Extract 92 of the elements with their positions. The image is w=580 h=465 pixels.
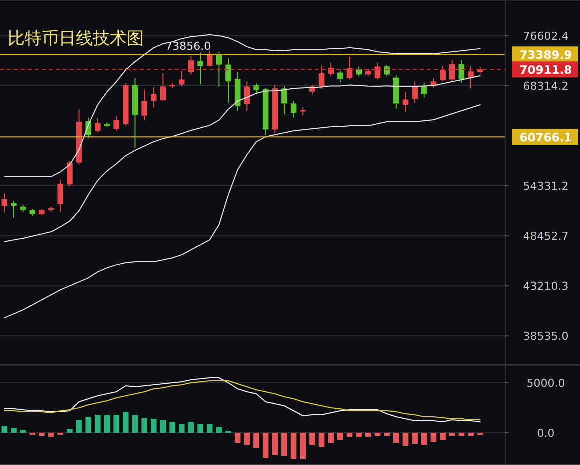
candlestick [402, 91, 409, 113]
bar [346, 433, 353, 437]
bar [198, 424, 204, 433]
bar [421, 433, 428, 445]
bar [67, 429, 73, 433]
line-series [4, 104, 481, 319]
bar [151, 419, 157, 433]
candlestick [468, 66, 474, 90]
bar [328, 433, 334, 443]
bar [254, 433, 260, 448]
candlestick [412, 81, 418, 104]
candlestick [338, 70, 344, 83]
bar [310, 433, 316, 445]
bar [318, 433, 325, 447]
y-tick-label: 43210.3 [523, 280, 569, 294]
ref-line-label: 73389.9 [520, 48, 572, 62]
bar [366, 433, 372, 437]
bar [244, 433, 250, 445]
bar [39, 433, 45, 436]
candlestick [244, 81, 250, 112]
y-tick-label: 76602.4 [523, 30, 569, 43]
text: 比特币日线技术图 [8, 29, 144, 49]
candlestick [254, 83, 260, 95]
bar [356, 433, 362, 437]
y-tick-label: 68314.2 [523, 80, 569, 93]
candlestick [440, 66, 446, 82]
y-tick-label: 5000.0 [526, 377, 566, 390]
candlestick [282, 86, 288, 115]
bar [86, 417, 92, 433]
bar [402, 433, 409, 446]
bar [76, 420, 82, 433]
bar [458, 433, 465, 436]
bar [48, 433, 54, 437]
candlestick [421, 82, 428, 98]
ref-line-label: 70911.8 [520, 63, 572, 78]
ref-line-label: 60766.1 [520, 130, 572, 145]
y-tick-label: 0.0 [537, 427, 555, 440]
bar [440, 433, 446, 440]
candlestick [160, 72, 166, 102]
annotation: 73856.0 [166, 40, 212, 53]
bar [282, 433, 288, 456]
bar [142, 418, 148, 433]
bar [104, 415, 110, 433]
candlestick [142, 89, 148, 122]
bar [262, 433, 269, 458]
bar [178, 424, 185, 433]
candlestick [114, 116, 120, 132]
bar [300, 433, 306, 459]
candlestick [290, 100, 297, 118]
bar [20, 430, 26, 433]
bar [123, 412, 129, 433]
y-tick-label: 48452.7 [523, 230, 569, 244]
bar [412, 433, 418, 444]
candlestick [95, 118, 101, 134]
bar [234, 433, 241, 443]
y-tick-label: 38535.0 [523, 330, 569, 344]
candlestick [178, 70, 185, 88]
candlestick [328, 62, 334, 78]
candlestick [11, 200, 17, 218]
candlestick [226, 58, 232, 104]
candlestick [449, 59, 456, 82]
bar [206, 424, 213, 433]
bar [132, 415, 138, 433]
candlestick [318, 66, 325, 90]
bar [216, 427, 222, 433]
candlestick [2, 193, 8, 214]
candlestick [346, 56, 353, 80]
candlestick [356, 66, 362, 78]
bar [11, 428, 17, 433]
bar [394, 433, 400, 443]
bar [170, 422, 176, 433]
bar [95, 415, 101, 433]
bar [449, 433, 456, 436]
candlestick [206, 50, 213, 68]
bar [114, 415, 120, 433]
bar [384, 433, 390, 436]
bar [374, 433, 381, 436]
candlestick [67, 160, 73, 187]
bar [272, 433, 278, 455]
bar [468, 433, 474, 436]
candlestick [458, 59, 465, 84]
bar [430, 433, 437, 442]
bar [160, 420, 166, 433]
bar [338, 433, 344, 440]
y-tick-label: 54331.2 [523, 180, 569, 194]
candlestick [58, 179, 64, 212]
candlestick [374, 62, 381, 80]
bar [290, 433, 297, 459]
bar [2, 426, 8, 433]
candlestick [198, 52, 204, 86]
bar [188, 422, 194, 433]
candlestick [151, 86, 157, 108]
